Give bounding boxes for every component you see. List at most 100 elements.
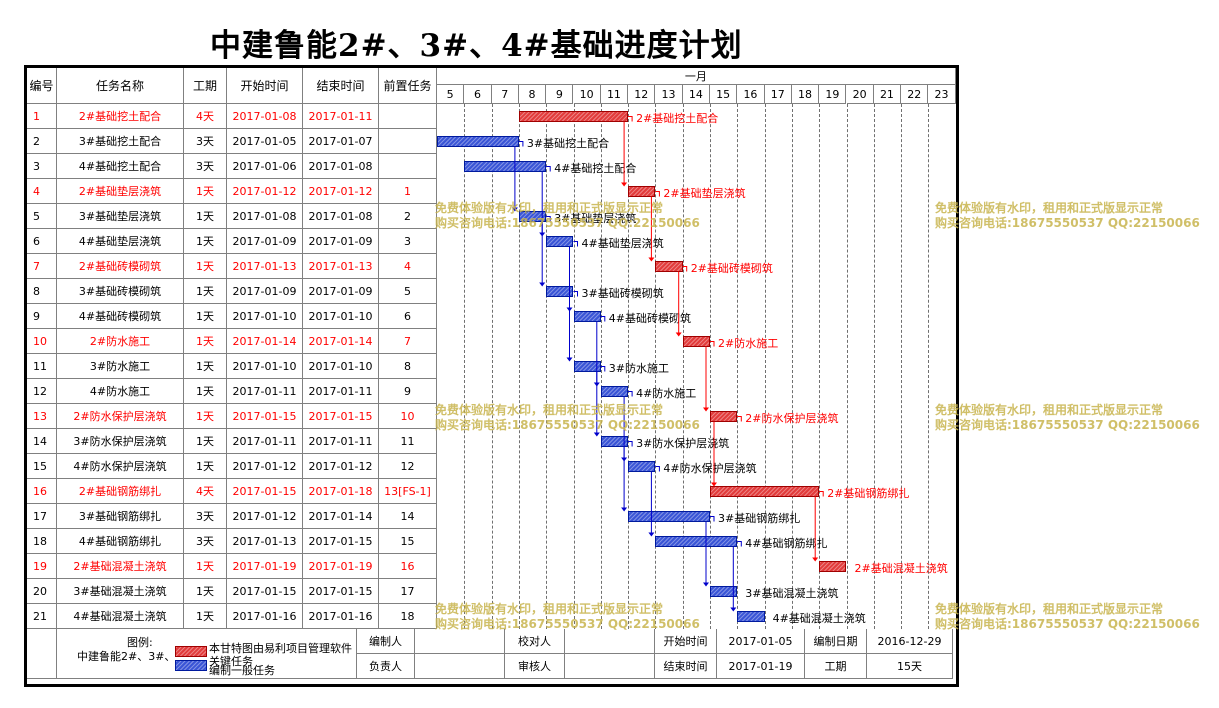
task-name-cell: 4#基础钢筋绑扎 [57,529,184,554]
duration-value: 15天 [867,654,953,679]
task-name-cell: 4#基础垫层浇筑 [57,229,184,254]
day-gridline [600,104,602,629]
day-gridline [737,104,739,629]
task-bar-label: 3#基础钢筋绑扎 [718,511,801,525]
task-bar [819,561,847,572]
task-start-cell: 2017-01-08 [227,104,303,129]
header-start: 开始时间 [227,68,303,104]
task-end-cell: 2017-01-11 [303,104,379,129]
task-dur-cell: 1天 [184,204,227,229]
task-dur-cell: 1天 [184,179,227,204]
day-gridline [901,104,903,629]
task-name-cell: 2#防水施工 [57,329,184,354]
watermark-line1: 免费体验版有水印，租用和正式版显示正常 [935,602,1164,616]
task-bar [655,536,738,547]
checker-label: 校对人 [505,629,565,654]
task-bar [710,486,820,497]
watermark-line2: 购买咨询电话:18675550537 QQ:22150066 [435,418,700,432]
task-id-cell: 12 [27,379,57,404]
task-start-cell: 2017-01-06 [227,154,303,179]
day-gridline [628,104,630,629]
task-bar [737,611,765,622]
task-end-cell: 2017-01-09 [303,279,379,304]
watermark-line1: 免费体验版有水印，租用和正式版显示正常 [935,201,1164,215]
task-start-cell: 2017-01-16 [227,604,303,629]
watermark-text: 免费体验版有水印，租用和正式版显示正常 购买咨询电话:18675550537 QQ… [435,201,725,233]
task-id-cell: 2 [27,129,57,154]
task-id-cell: 15 [27,454,57,479]
task-pred-cell: 7 [379,329,437,354]
task-dur-cell: 1天 [184,354,227,379]
task-name-cell: 2#基础挖土配合 [57,104,184,129]
task-bar [628,186,656,197]
task-bar-label: 3#防水保护层浇筑 [636,436,730,450]
task-bar-label: 3#基础垫层浇筑 [554,211,637,225]
task-start-cell: 2017-01-10 [227,354,303,379]
watermark-line2: 购买咨询电话:18675550537 QQ:22150066 [935,216,1200,230]
day-header: 21 [873,85,902,104]
task-pred-cell: 16 [379,554,437,579]
task-end-cell: 2017-01-14 [303,504,379,529]
checker-value [565,629,655,654]
task-name-cell: 4#防水施工 [57,379,184,404]
task-bar-label: 2#防水保护层浇筑 [745,411,839,425]
day-header: 16 [737,85,765,104]
legend-normal-swatch [175,660,207,671]
task-dur-cell: 1天 [184,429,227,454]
owner-value [415,654,505,679]
task-dur-cell: 4天 [184,104,227,129]
day-gridline [873,104,875,629]
day-header: 6 [464,85,492,104]
task-dur-cell: 1天 [184,229,227,254]
task-id-cell: 16 [27,479,57,504]
day-header: 11 [600,85,629,104]
task-bar [655,261,683,272]
watermark-line2: 购买咨询电话:18675550537 QQ:22150066 [935,418,1200,432]
task-bar-label: 4#基础砖模砌筑 [608,311,692,325]
task-pred-cell: 4 [379,254,437,279]
task-id-cell: 11 [27,354,57,379]
task-end-cell: 2017-01-15 [303,579,379,604]
task-name-cell: 4#基础砖模砌筑 [57,304,184,329]
task-id-cell: 8 [27,279,57,304]
task-end-cell: 2017-01-14 [303,329,379,354]
task-end-cell: 2017-01-10 [303,354,379,379]
compiler-label: 编制人 [357,629,415,654]
day-header: 23 [928,85,956,104]
task-end-cell: 2017-01-08 [303,204,379,229]
reviewer-value [565,654,655,679]
header-pred: 前置任务 [379,68,437,104]
task-bar [682,336,710,347]
task-start-cell: 2017-01-10 [227,304,303,329]
day-header: 17 [764,85,792,104]
task-dur-cell: 1天 [184,404,227,429]
end-label: 结束时间 [655,654,717,679]
task-name-cell: 3#防水施工 [57,354,184,379]
task-bar-label: 4#基础挖土配合 [554,161,637,175]
task-name-cell: 4#基础混凝土浇筑 [57,604,184,629]
task-pred-cell: 11 [379,429,437,454]
task-end-cell: 2017-01-10 [303,304,379,329]
task-bar [573,361,601,372]
task-name-cell: 3#基础钢筋绑扎 [57,504,184,529]
day-header: 12 [628,85,656,104]
watermark-text: 免费体验版有水印，租用和正式版显示正常 购买咨询电话:18675550537 QQ… [935,403,1219,435]
watermark-text: 免费体验版有水印，租用和正式版显示正常 购买咨询电话:18675550537 QQ… [435,602,725,634]
task-dur-cell: 1天 [184,554,227,579]
task-start-cell: 2017-01-15 [227,479,303,504]
task-end-cell: 2017-01-12 [303,454,379,479]
task-bar [437,136,519,147]
task-pred-cell: 1 [379,179,437,204]
task-name-cell: 4#基础挖土配合 [57,154,184,179]
task-dur-cell: 1天 [184,379,227,404]
task-bar-label: 2#基础砖模砌筑 [690,261,773,275]
legend-critical-label: 关键任务 [209,655,253,668]
task-bar-label: 2#基础垫层浇筑 [663,186,746,200]
task-pred-cell: 18 [379,604,437,629]
compiler-value [415,629,505,654]
task-start-cell: 2017-01-05 [227,129,303,154]
watermark-text: 免费体验版有水印，租用和正式版显示正常 购买咨询电话:18675550537 QQ… [935,602,1219,634]
task-end-cell: 2017-01-16 [303,604,379,629]
task-bar [628,511,710,522]
footer-blank [27,629,57,679]
